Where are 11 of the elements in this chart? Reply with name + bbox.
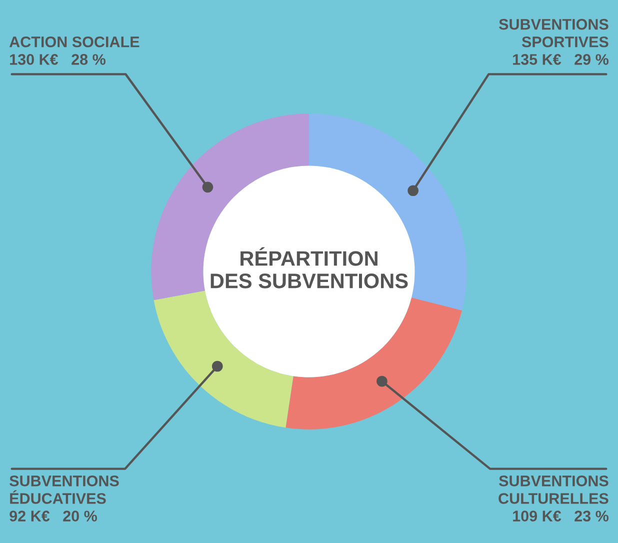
slice-label: SUBVENTIONS CULTURELLES xyxy=(498,476,608,504)
text: RÉPARTITION DES SUBVENTIONS xyxy=(210,247,408,288)
slice-label: SUBVENTIONS ÉDUCATIVES xyxy=(10,476,119,504)
slice-label: SUBVENTIONS SPORTIVES xyxy=(498,18,608,48)
slice-label: ACTION SOCIALE xyxy=(9,36,140,48)
data-label: 135 K€ 29 % xyxy=(513,54,609,65)
data-label: 130 K€ 28 % xyxy=(10,54,106,65)
donut-slice xyxy=(154,290,294,428)
donut-slice xyxy=(286,298,462,430)
data-label: 92 K€ 20 % xyxy=(10,510,98,522)
data-label: 109 K€ 23 % xyxy=(513,510,609,522)
